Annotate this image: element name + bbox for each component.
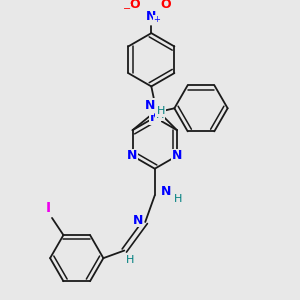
Text: N: N: [132, 214, 143, 226]
Text: H: H: [157, 106, 165, 116]
Text: N: N: [144, 99, 155, 112]
Text: O: O: [160, 0, 171, 11]
Text: N: N: [146, 10, 157, 22]
Text: O: O: [129, 0, 140, 11]
Text: N: N: [161, 185, 171, 198]
Text: −: −: [122, 4, 130, 14]
Text: +: +: [154, 15, 160, 24]
Text: N: N: [127, 149, 138, 162]
Text: I: I: [46, 201, 51, 215]
Text: N: N: [143, 101, 154, 114]
Text: N: N: [150, 111, 160, 124]
Text: H: H: [126, 255, 134, 265]
Text: H: H: [156, 110, 164, 120]
Text: N: N: [172, 149, 182, 162]
Text: H: H: [173, 194, 182, 204]
